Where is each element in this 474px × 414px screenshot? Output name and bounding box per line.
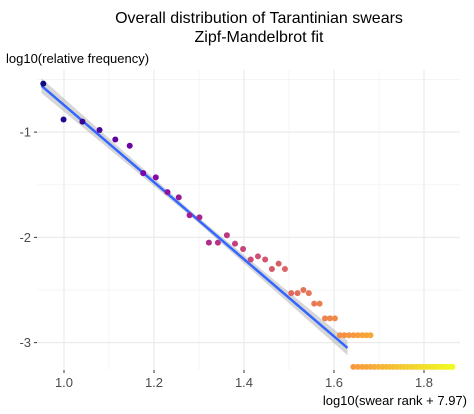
data-point	[350, 363, 357, 370]
fit-line	[40, 84, 349, 349]
data-point	[262, 256, 269, 263]
data-point	[223, 232, 230, 239]
data-point	[281, 265, 288, 272]
data-point	[79, 118, 86, 125]
data-point	[232, 240, 238, 247]
data-point	[186, 212, 193, 219]
data-point	[449, 363, 456, 370]
data-point	[214, 239, 221, 246]
data-point	[326, 315, 333, 322]
data-point	[140, 170, 147, 177]
x-axis-label: log10(swear rank + 7.97)	[323, 393, 467, 408]
data-point	[305, 290, 312, 297]
data-point	[60, 116, 67, 123]
data-point	[367, 332, 374, 339]
data-point	[112, 136, 119, 143]
data-point	[254, 253, 261, 260]
data-point	[294, 290, 301, 297]
data-point	[311, 300, 318, 307]
y-tick-label: -1	[19, 125, 31, 140]
data-point	[288, 290, 295, 297]
data-point	[336, 332, 343, 339]
x-tick-label: 1.6	[325, 375, 343, 390]
data-point	[350, 332, 357, 339]
data-point	[175, 194, 182, 201]
data-point	[300, 287, 307, 293]
data-point	[331, 315, 338, 322]
data-point	[341, 332, 348, 339]
y-tick-label: -2	[19, 230, 31, 245]
data-point	[205, 239, 212, 246]
data-point	[126, 142, 133, 149]
x-tick-label: 1.4	[235, 375, 253, 390]
y-axis-label: log10(relative frequency)	[6, 51, 149, 66]
x-axis-ticks: 1.0 1.2 1.4 1.6 1.8	[55, 370, 433, 390]
data-points	[40, 80, 456, 370]
data-point	[247, 256, 254, 263]
data-point	[322, 315, 328, 322]
x-tick-label: 1.0	[55, 375, 73, 390]
data-point	[240, 245, 247, 252]
x-tick-label: 1.2	[145, 375, 163, 390]
data-point	[354, 332, 361, 339]
data-point	[196, 214, 203, 221]
data-point	[316, 300, 323, 307]
data-point	[164, 189, 171, 196]
data-point	[40, 80, 47, 87]
data-point	[268, 265, 275, 272]
data-point	[96, 127, 103, 133]
chart-title: Overall distribution of Tarantinian swea…	[115, 10, 403, 27]
data-point	[354, 363, 361, 370]
data-point	[275, 260, 282, 267]
data-point	[152, 174, 159, 181]
x-tick-label: 1.8	[415, 375, 433, 390]
chart-subtitle: Zipf-Mandelbrot fit	[195, 29, 324, 46]
data-point	[345, 332, 352, 339]
y-axis-ticks: -1 -2 -3	[19, 125, 37, 350]
y-tick-label: -3	[19, 335, 31, 350]
